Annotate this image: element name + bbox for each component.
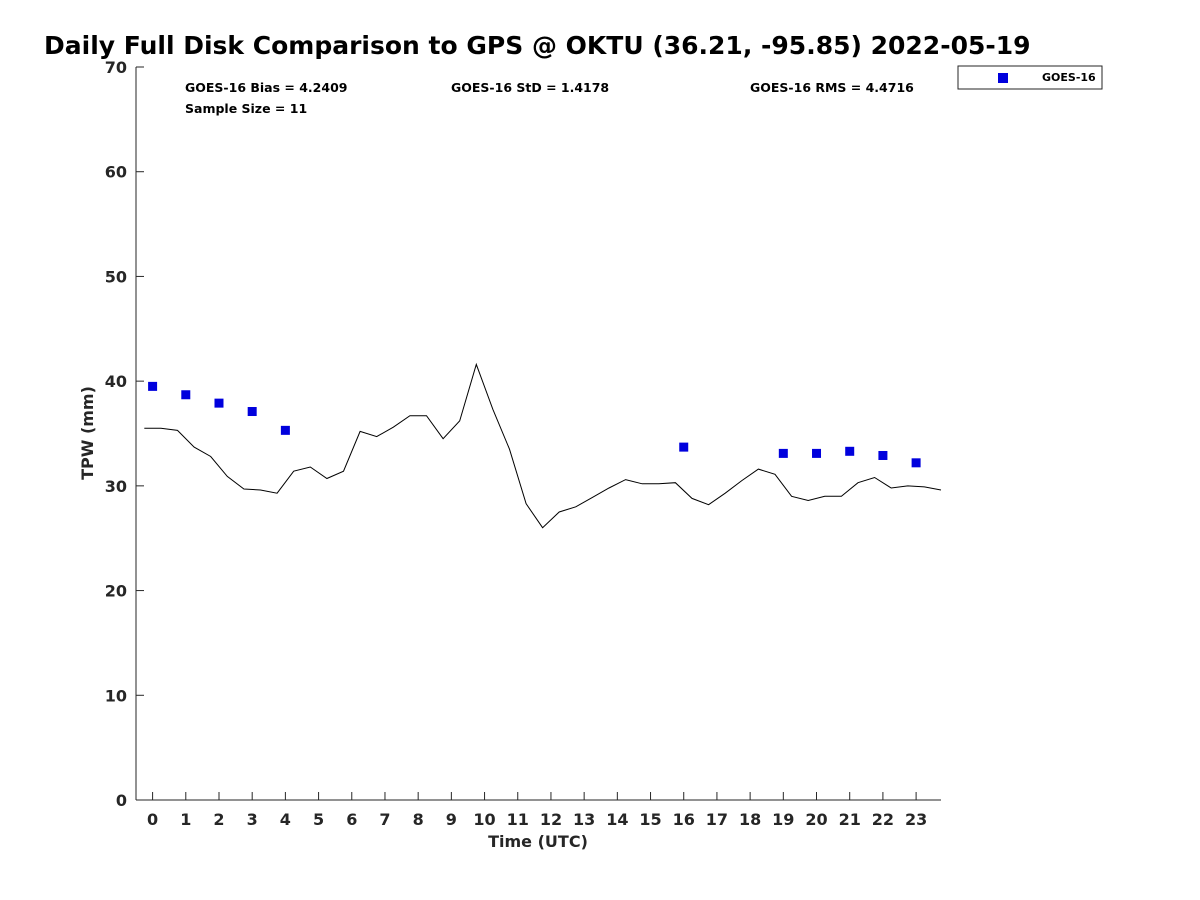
y-tick-label: 40 bbox=[105, 372, 127, 391]
sample-size-annotation: Sample Size = 11 bbox=[185, 101, 307, 116]
x-tick-label: 22 bbox=[872, 810, 894, 829]
gps-tpw-line bbox=[144, 362, 942, 529]
x-tick-label: 19 bbox=[772, 810, 794, 829]
goes16-point bbox=[679, 442, 689, 452]
x-tick-label: 2 bbox=[213, 810, 224, 829]
x-tick-label: 15 bbox=[639, 810, 661, 829]
x-tick-label: 5 bbox=[313, 810, 324, 829]
goes16-point bbox=[280, 425, 290, 435]
y-tick-label: 10 bbox=[105, 686, 127, 705]
goes16-point bbox=[812, 448, 822, 458]
x-tick-label: 23 bbox=[905, 810, 927, 829]
y-tick-label: 60 bbox=[105, 163, 127, 182]
goes16-point bbox=[214, 398, 224, 408]
goes16-point bbox=[778, 448, 788, 458]
x-tick-label: 14 bbox=[606, 810, 628, 829]
x-tick-label: 21 bbox=[839, 810, 861, 829]
bias-annotation: GOES-16 Bias = 4.2409 bbox=[185, 80, 347, 95]
x-tick-label: 12 bbox=[540, 810, 562, 829]
x-tick-label: 1 bbox=[180, 810, 191, 829]
goes16-point bbox=[148, 381, 158, 391]
x-tick-label: 11 bbox=[507, 810, 529, 829]
x-tick-label: 20 bbox=[805, 810, 827, 829]
x-axis-label: Time (UTC) bbox=[488, 832, 588, 851]
y-tick-label: 50 bbox=[105, 267, 127, 286]
goes16-point bbox=[181, 390, 191, 400]
goes16-point bbox=[911, 458, 921, 468]
x-tick-label: 16 bbox=[673, 810, 695, 829]
x-tick-label: 0 bbox=[147, 810, 158, 829]
y-tick-label: 30 bbox=[105, 477, 127, 496]
y-tick-label: 70 bbox=[105, 58, 127, 77]
x-tick-label: 17 bbox=[706, 810, 728, 829]
x-tick-label: 6 bbox=[346, 810, 357, 829]
goes16-point bbox=[247, 407, 257, 417]
rms-annotation: GOES-16 RMS = 4.4716 bbox=[750, 80, 914, 95]
stats-annotations: GOES-16 Bias = 4.2409 GOES-16 StD = 1.41… bbox=[185, 80, 914, 116]
chart-title: Daily Full Disk Comparison to GPS @ OKTU… bbox=[44, 31, 1031, 60]
legend-marker-goes16 bbox=[998, 73, 1008, 83]
x-tick-label: 9 bbox=[446, 810, 457, 829]
y-axis-label: TPW (mm) bbox=[78, 386, 97, 480]
goes16-point bbox=[845, 446, 855, 456]
legend: GOES-16 bbox=[957, 65, 1103, 90]
std-annotation: GOES-16 StD = 1.4178 bbox=[451, 80, 609, 95]
x-tick-label: 4 bbox=[280, 810, 291, 829]
y-tick-label: 0 bbox=[116, 791, 127, 810]
x-tick-label: 8 bbox=[413, 810, 424, 829]
x-tick-label: 10 bbox=[473, 810, 495, 829]
x-tick-label: 7 bbox=[379, 810, 390, 829]
x-tick-label: 3 bbox=[247, 810, 258, 829]
legend-box bbox=[957, 65, 1103, 90]
y-tick-label: 20 bbox=[105, 582, 127, 601]
x-tick-label: 13 bbox=[573, 810, 595, 829]
legend-label-goes16: GOES-16 bbox=[1042, 71, 1096, 84]
goes16-point bbox=[878, 450, 888, 460]
x-tick-label: 18 bbox=[739, 810, 761, 829]
